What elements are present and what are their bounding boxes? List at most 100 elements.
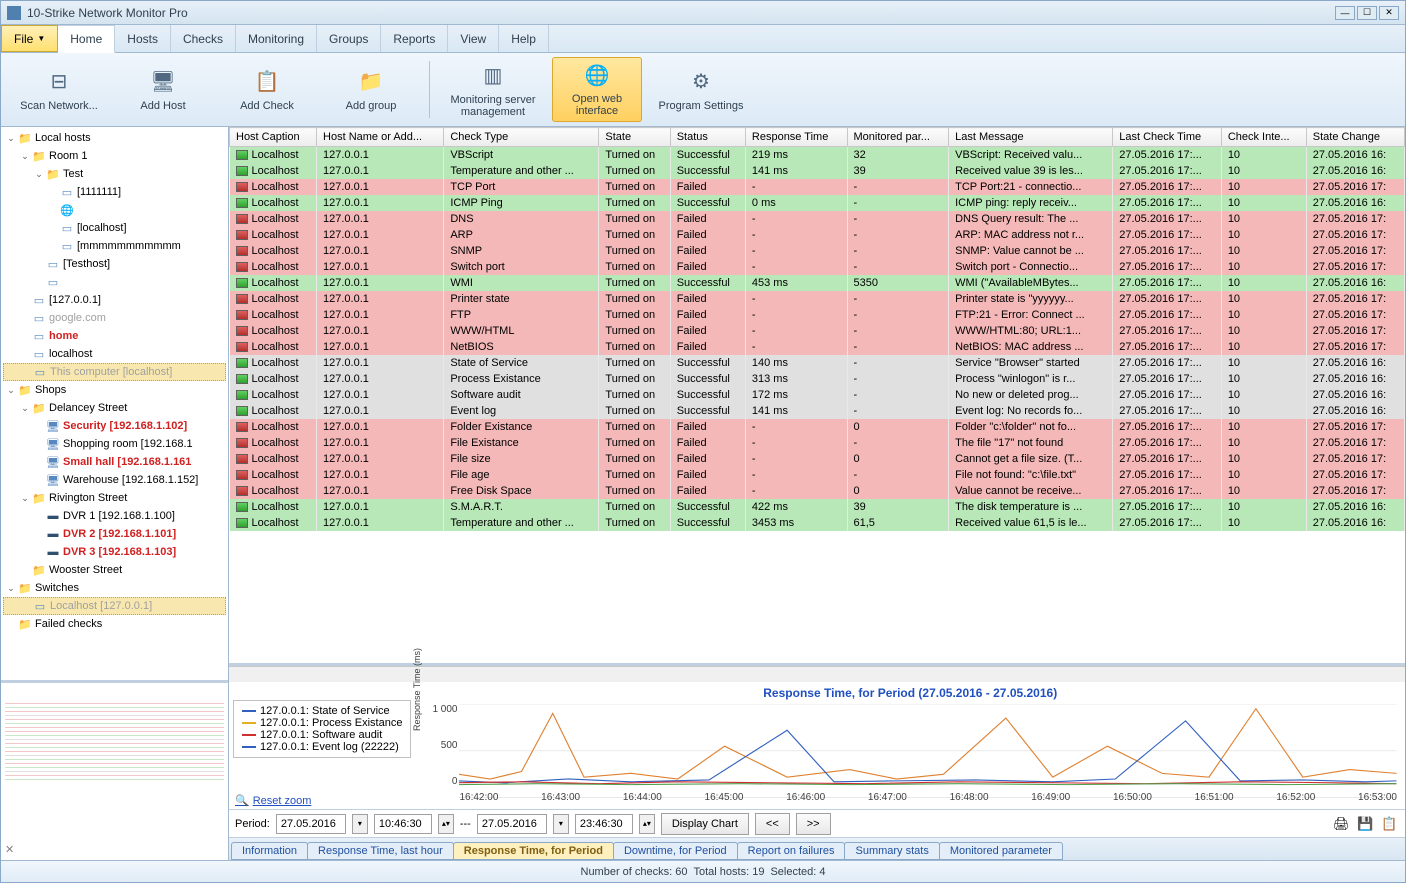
menu-tab-view[interactable]: View: [448, 25, 499, 52]
bottom-tab[interactable]: Downtime, for Period: [613, 842, 738, 860]
table-row[interactable]: Localhost127.0.0.1Event logTurned onSucc…: [230, 403, 1405, 419]
menu-tab-reports[interactable]: Reports: [381, 25, 448, 52]
bottom-tab[interactable]: Report on failures: [737, 842, 846, 860]
menu-tab-checks[interactable]: Checks: [171, 25, 236, 52]
add-check-button[interactable]: 📋Add Check: [217, 57, 317, 122]
add-host-button[interactable]: 🖥Add Host: [113, 57, 213, 122]
horizontal-scrollbar[interactable]: [229, 666, 1405, 682]
tree-item[interactable]: ▭[Testhost]: [3, 255, 226, 273]
bottom-tab[interactable]: Response Time, last hour: [307, 842, 454, 860]
spinner-icon[interactable]: ▴▾: [639, 814, 655, 834]
bottom-tab[interactable]: Information: [231, 842, 308, 860]
next-button[interactable]: >>: [796, 813, 831, 835]
table-row[interactable]: Localhost127.0.0.1Temperature and other …: [230, 515, 1405, 531]
maximize-button[interactable]: ☐: [1357, 6, 1377, 20]
open-web-button[interactable]: 🌐Open web interface: [552, 57, 642, 122]
column-header[interactable]: Check Type: [444, 128, 599, 147]
table-row[interactable]: Localhost127.0.0.1File ageTurned onFaile…: [230, 467, 1405, 483]
column-header[interactable]: Monitored par...: [847, 128, 949, 147]
save-icon[interactable]: 💾: [1357, 816, 1375, 832]
tree-item[interactable]: ▭[localhost]: [3, 219, 226, 237]
tree-item[interactable]: 📁Failed checks: [3, 615, 226, 633]
monitoring-server-button[interactable]: ▥Monitoring server management: [438, 57, 548, 122]
tree-item[interactable]: ▭google.com: [3, 309, 226, 327]
table-row[interactable]: Localhost127.0.0.1WWW/HTMLTurned onFaile…: [230, 323, 1405, 339]
menu-file[interactable]: File▼: [1, 25, 58, 52]
minimize-button[interactable]: —: [1335, 6, 1355, 20]
bottom-tab[interactable]: Summary stats: [844, 842, 939, 860]
table-row[interactable]: Localhost127.0.0.1WMITurned onSuccessful…: [230, 275, 1405, 291]
column-header[interactable]: Check Inte...: [1221, 128, 1306, 147]
table-row[interactable]: Localhost127.0.0.1FTPTurned onFailed--FT…: [230, 307, 1405, 323]
program-settings-button[interactable]: ⚙Program Settings: [646, 57, 756, 122]
menu-tab-monitoring[interactable]: Monitoring: [236, 25, 317, 52]
host-tree[interactable]: ⌄📁Local hosts⌄📁Room 1⌄📁Test▭[1111111]🌐[l…: [1, 127, 228, 680]
tree-item[interactable]: ⌄📁Local hosts: [3, 129, 226, 147]
tree-item[interactable]: ⌄📁Room 1: [3, 147, 226, 165]
table-row[interactable]: Localhost127.0.0.1ICMP PingTurned onSucc…: [230, 195, 1405, 211]
table-row[interactable]: Localhost127.0.0.1File ExistanceTurned o…: [230, 435, 1405, 451]
spinner-icon[interactable]: ▴▾: [438, 814, 454, 834]
date-to-input[interactable]: [477, 814, 547, 834]
tree-item[interactable]: ▬DVR 1 [192.168.1.100]: [3, 507, 226, 525]
tree-item[interactable]: 🌐[localhost]: [3, 201, 226, 219]
column-header[interactable]: Response Time: [745, 128, 847, 147]
tree-item[interactable]: 📁Wooster Street: [3, 561, 226, 579]
bottom-tab[interactable]: Monitored parameter: [939, 842, 1063, 860]
table-row[interactable]: Localhost127.0.0.1VBScriptTurned onSucce…: [230, 147, 1405, 164]
tree-item[interactable]: ⌄📁Switches: [3, 579, 226, 597]
table-row[interactable]: Localhost127.0.0.1State of ServiceTurned…: [230, 355, 1405, 371]
table-row[interactable]: Localhost127.0.0.1NetBIOSTurned onFailed…: [230, 339, 1405, 355]
table-row[interactable]: Localhost127.0.0.1TCP PortTurned onFaile…: [230, 179, 1405, 195]
response-time-chart[interactable]: [459, 704, 1397, 798]
column-header[interactable]: State Change: [1306, 128, 1404, 147]
add-group-button[interactable]: 📁Add group: [321, 57, 421, 122]
column-header[interactable]: Last Message: [949, 128, 1113, 147]
tree-item[interactable]: ⌄📁Test: [3, 165, 226, 183]
menu-tab-help[interactable]: Help: [499, 25, 549, 52]
date-from-input[interactable]: [276, 814, 346, 834]
menu-tab-groups[interactable]: Groups: [317, 25, 381, 52]
reset-zoom-link[interactable]: 🔍Reset zoom: [235, 794, 311, 807]
column-header[interactable]: Status: [670, 128, 745, 147]
table-row[interactable]: Localhost127.0.0.1Software auditTurned o…: [230, 387, 1405, 403]
table-row[interactable]: Localhost127.0.0.1DNSTurned onFailed--DN…: [230, 211, 1405, 227]
column-header[interactable]: State: [599, 128, 670, 147]
table-row[interactable]: Localhost127.0.0.1Process ExistanceTurne…: [230, 371, 1405, 387]
menu-tab-hosts[interactable]: Hosts: [115, 25, 171, 52]
tree-item[interactable]: ▭localhost: [3, 273, 226, 291]
tree-item[interactable]: 🖥Security [192.168.1.102]: [3, 417, 226, 435]
calendar-icon[interactable]: ▾: [352, 814, 368, 834]
tree-item[interactable]: ▭[1111111]: [3, 183, 226, 201]
tree-item[interactable]: ▬DVR 2 [192.168.1.101]: [3, 525, 226, 543]
table-row[interactable]: Localhost127.0.0.1Temperature and other …: [230, 163, 1405, 179]
close-button[interactable]: ✕: [1379, 6, 1399, 20]
column-header[interactable]: Last Check Time: [1113, 128, 1222, 147]
tree-item[interactable]: ⌄📁Delancey Street: [3, 399, 226, 417]
tree-item[interactable]: ⌄📁Rivington Street: [3, 489, 226, 507]
tree-item[interactable]: ▭Localhost [127.0.0.1]: [3, 597, 226, 615]
tree-item[interactable]: 🖥Shopping room [192.168.1: [3, 435, 226, 453]
column-header[interactable]: Host Name or Add...: [317, 128, 444, 147]
table-row[interactable]: Localhost127.0.0.1Printer stateTurned on…: [230, 291, 1405, 307]
prev-button[interactable]: <<: [755, 813, 790, 835]
tree-item[interactable]: ▭[mmmmmmmmmmm: [3, 237, 226, 255]
tree-item[interactable]: 🖥Warehouse [192.168.1.152]: [3, 471, 226, 489]
table-row[interactable]: Localhost127.0.0.1SNMPTurned onFailed--S…: [230, 243, 1405, 259]
tree-item[interactable]: ▭[127.0.0.1]: [3, 291, 226, 309]
column-header[interactable]: Host Caption: [230, 128, 317, 147]
time-from-input[interactable]: [374, 814, 432, 834]
table-row[interactable]: Localhost127.0.0.1File sizeTurned onFail…: [230, 451, 1405, 467]
table-row[interactable]: Localhost127.0.0.1Switch portTurned onFa…: [230, 259, 1405, 275]
table-row[interactable]: Localhost127.0.0.1ARPTurned onFailed--AR…: [230, 227, 1405, 243]
time-to-input[interactable]: [575, 814, 633, 834]
checks-grid[interactable]: Host CaptionHost Name or Add...Check Typ…: [229, 127, 1405, 666]
table-row[interactable]: Localhost127.0.0.1Free Disk SpaceTurned …: [230, 483, 1405, 499]
display-chart-button[interactable]: Display Chart: [661, 813, 749, 835]
tree-item[interactable]: ▬DVR 3 [192.168.1.103]: [3, 543, 226, 561]
tree-item[interactable]: ▭This computer [localhost]: [3, 363, 226, 381]
tree-item[interactable]: ▭home: [3, 327, 226, 345]
tree-item[interactable]: ⌄📁Shops: [3, 381, 226, 399]
print-icon[interactable]: 🖨: [1333, 816, 1351, 832]
tree-item[interactable]: 🖥Small hall [192.168.1.161: [3, 453, 226, 471]
